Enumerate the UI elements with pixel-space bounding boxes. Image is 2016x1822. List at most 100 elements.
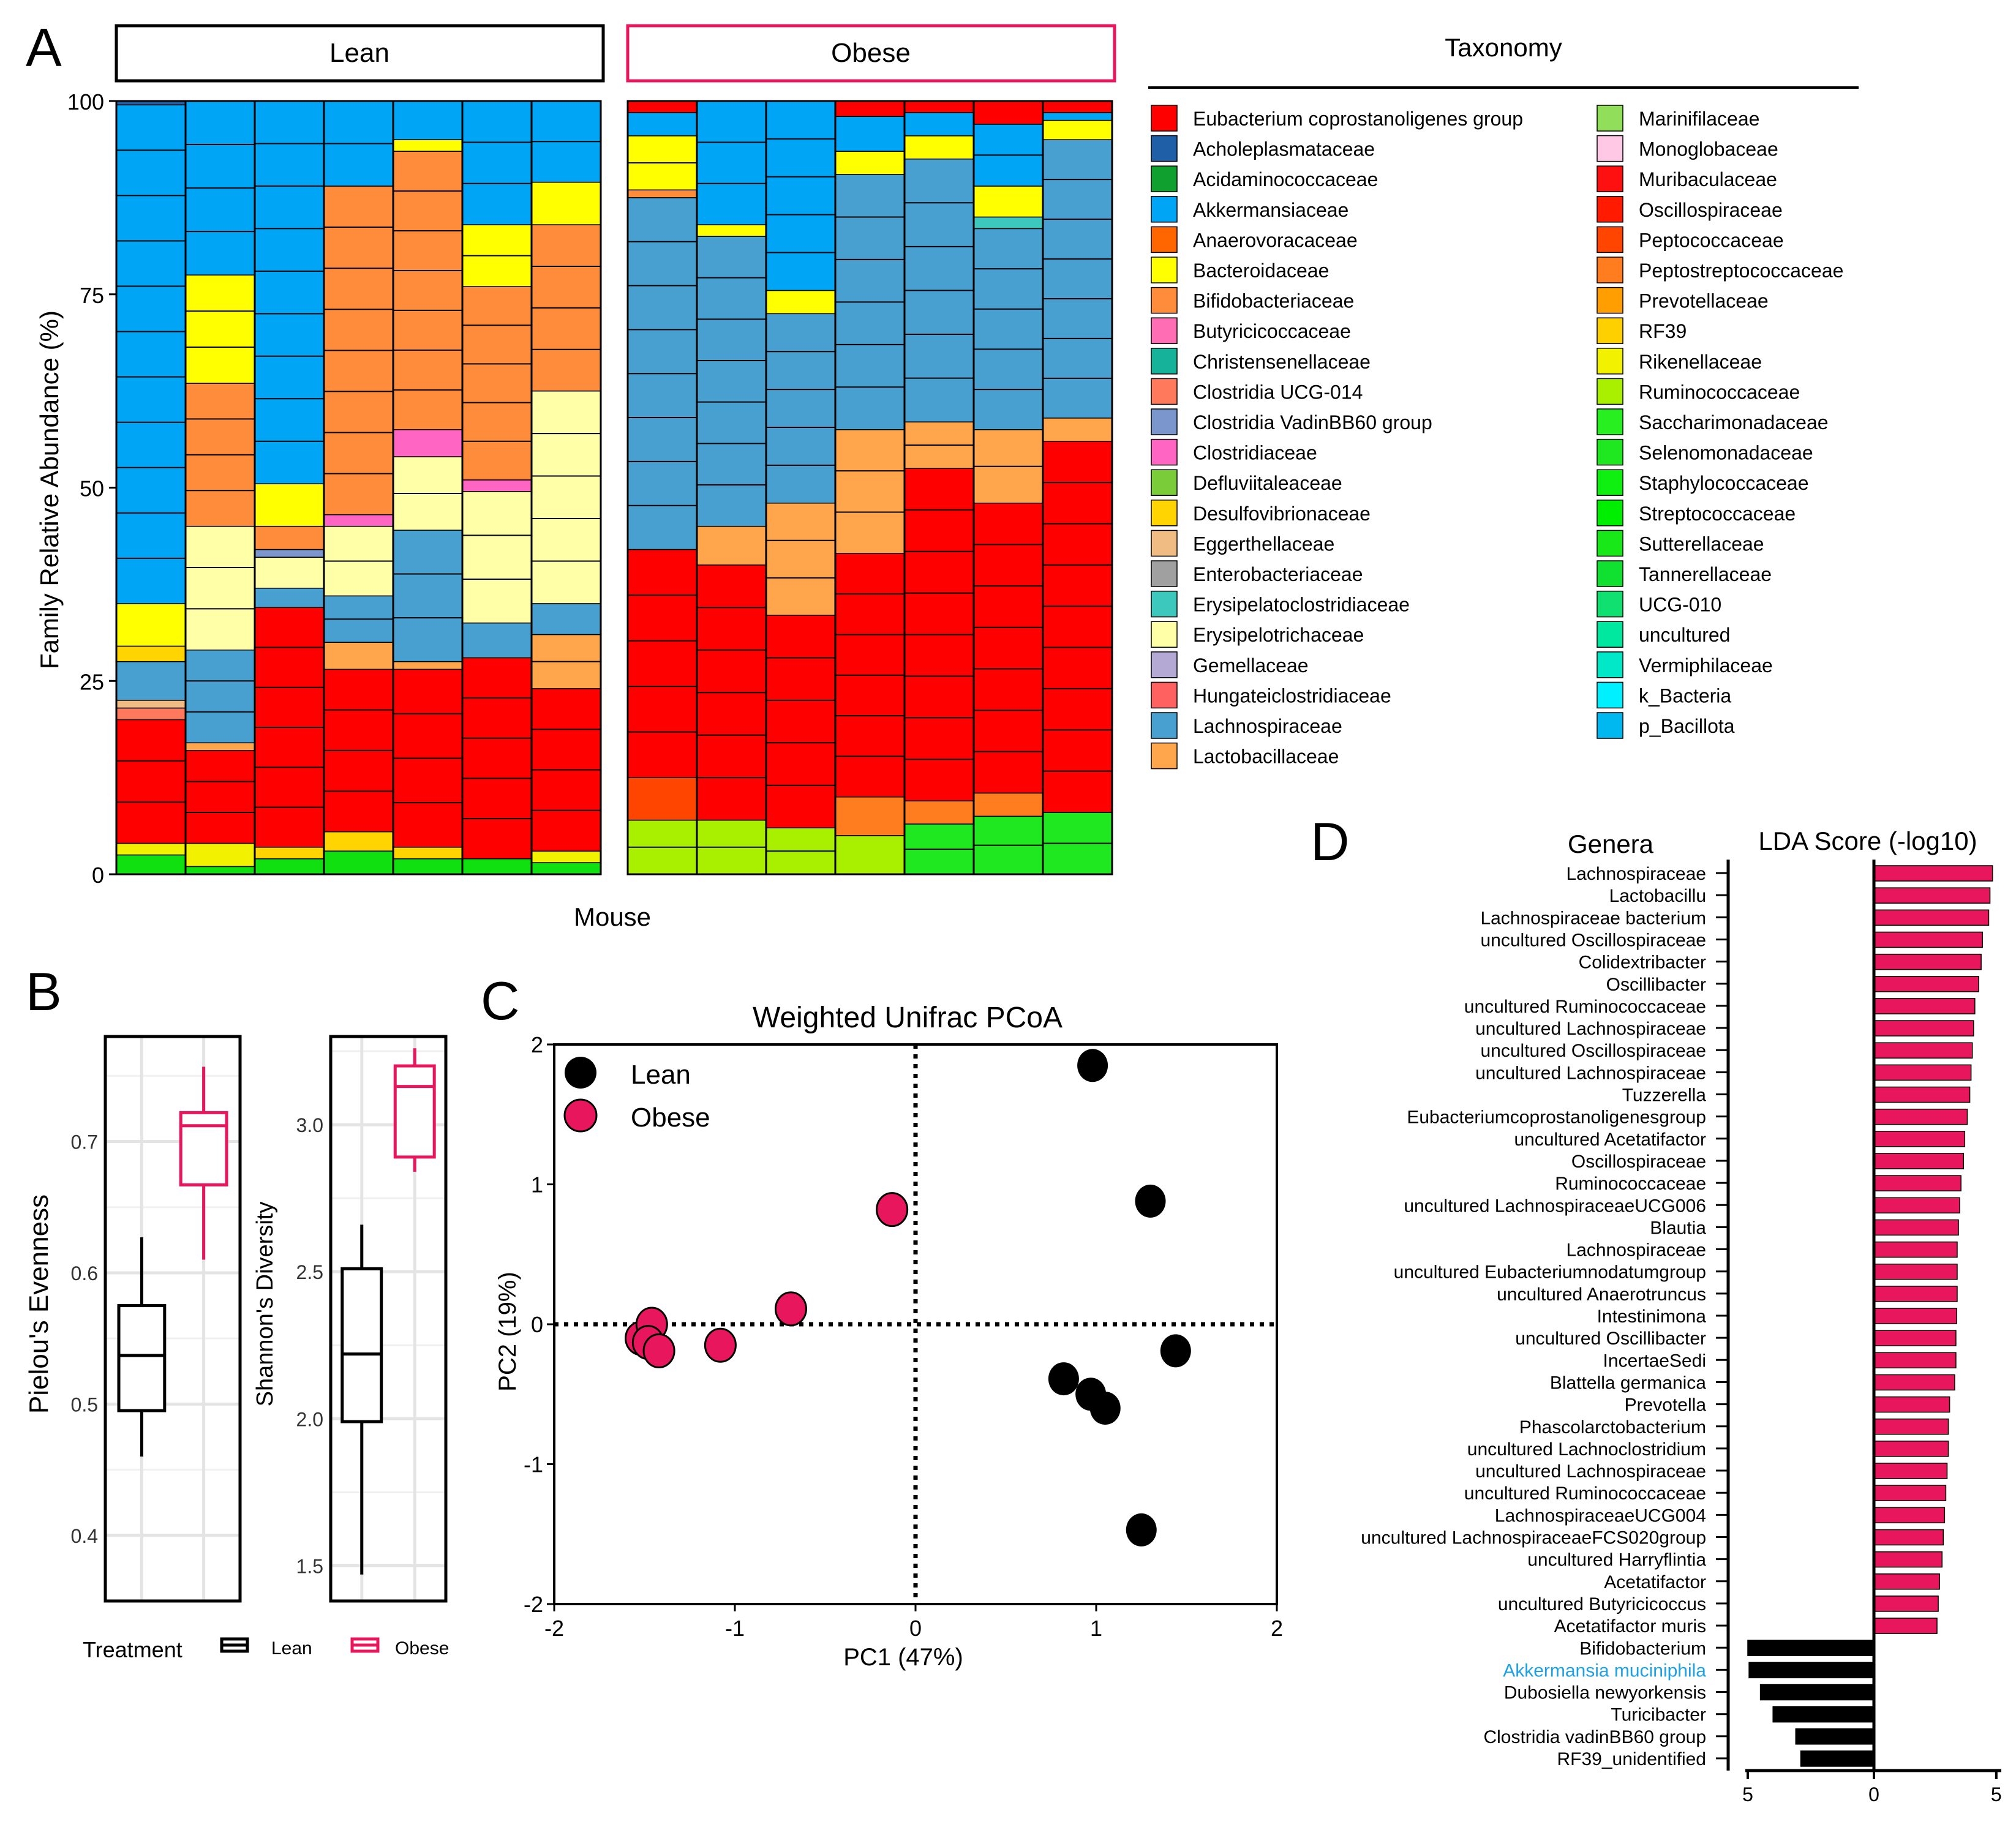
genus-label: uncultured Ruminococcaceae	[1464, 1483, 1706, 1504]
genus-label: Eubacteriumcoprostanoligenesgroup	[1407, 1108, 1706, 1128]
legend-swatch	[1151, 135, 1178, 162]
y-tick-label: 0.5	[71, 1393, 98, 1415]
y-tick-label-c: 2	[531, 1032, 543, 1057]
y-tick-label-a: 50	[80, 476, 104, 501]
box-frame	[329, 1035, 448, 1603]
legend-swatch	[1151, 621, 1178, 648]
bar-segment	[835, 151, 905, 175]
legend-swatch	[1597, 287, 1623, 314]
bar-segment	[185, 649, 255, 744]
legend-swatch	[1151, 226, 1178, 253]
group-label-lean: Lean	[329, 38, 389, 68]
bar-segment	[185, 842, 255, 868]
legend-swatch	[1597, 317, 1623, 344]
legend-label: Peptococcaceae	[1639, 229, 1784, 251]
bar-segment	[765, 100, 836, 291]
bar-segment	[765, 290, 836, 315]
bar-segment	[254, 557, 325, 589]
lda-bar	[1873, 1396, 1950, 1413]
genus-label: uncultured LachnospiraceaeFCS020group	[1361, 1528, 1706, 1548]
bar-segment	[531, 390, 601, 604]
y-tick-label-a: 25	[80, 669, 104, 694]
box-lean	[117, 1304, 167, 1412]
box-frame	[103, 1035, 242, 1603]
lda-bar	[1873, 1241, 1958, 1258]
genus-label: uncultured Oscillibacter	[1515, 1329, 1706, 1349]
lda-bar	[1873, 1595, 1939, 1612]
genus-label: Phascolarctobacterium	[1519, 1417, 1706, 1438]
lda-bar	[1873, 1308, 1957, 1324]
legend-label: Lachnospiraceae	[1193, 715, 1342, 737]
x-tick-label-d: 5	[1991, 1783, 2002, 1805]
bar-segment	[627, 100, 698, 113]
point-lean	[1126, 1513, 1157, 1546]
genus-label: Lactobacillu	[1609, 886, 1706, 906]
bar-segment	[393, 151, 463, 430]
legend-label: k_Bacteria	[1639, 684, 1731, 707]
lda-bar	[1873, 931, 1983, 948]
lda-bar	[1772, 1706, 1875, 1723]
bar-segment	[696, 224, 767, 237]
box-lean	[340, 1267, 383, 1423]
bar-segment	[185, 866, 255, 875]
lda-bar	[1873, 1330, 1957, 1346]
legend-label: Clostridia VadinBB60 group	[1193, 411, 1432, 433]
group-box-obese	[626, 24, 1116, 83]
lda-bar	[1873, 998, 1976, 1014]
genus-label: Clostridia vadinBB60 group	[1483, 1727, 1706, 1747]
y-tick-label-c: -2	[524, 1592, 543, 1617]
legend-label: RF39	[1639, 320, 1687, 342]
point-lean	[1077, 1049, 1108, 1082]
y-tick-label-c: -1	[524, 1452, 543, 1477]
bar-segment	[462, 858, 532, 875]
legend-swatch	[1597, 530, 1623, 557]
lda-bar	[1873, 1352, 1957, 1369]
scatter-c: -2 -1 0 1 2 -2 -1 0 1 2	[524, 1032, 1283, 1641]
legend-title-b: Treatment	[83, 1637, 182, 1662]
legend-label: Tannerellaceae	[1639, 563, 1772, 585]
genus-label: uncultured Oscillospiraceae	[1480, 930, 1706, 950]
legend-label: Defluviitaleaceae	[1193, 472, 1342, 494]
bar-segment	[627, 777, 698, 821]
legend-label: Selenomonadaceae	[1639, 442, 1813, 464]
bar-segment	[323, 831, 394, 852]
legend-swatch	[1151, 651, 1178, 678]
legend-label: Erysipelatoclostridiaceae	[1193, 594, 1410, 616]
point-obese	[774, 1291, 807, 1327]
legend-swatch	[1151, 742, 1178, 770]
bar-segment	[393, 530, 463, 662]
y-tick-label: 0.6	[71, 1262, 98, 1284]
bar-segment	[462, 100, 532, 225]
bar-segment	[696, 100, 767, 225]
legend-swatch	[1151, 530, 1178, 557]
bar-segment	[462, 657, 532, 860]
legend-label: Eubacterium coprostanoligenes group	[1193, 108, 1523, 130]
legend-swatch	[1151, 165, 1178, 192]
bar-segment	[696, 525, 767, 566]
legend-label-lean: Lean	[271, 1638, 312, 1659]
bar-segment	[254, 100, 325, 484]
genus-label: Acetatifactor muris	[1554, 1616, 1706, 1636]
legend-label-obese: Obese	[395, 1638, 449, 1659]
lda-bar	[1747, 1640, 1875, 1656]
panel-letter-c: C	[481, 970, 520, 1031]
lda-bar	[1873, 976, 1979, 992]
legend-label: Butyricicoccaceae	[1193, 320, 1351, 342]
bar-segment	[254, 587, 325, 609]
legend-swatch	[1597, 165, 1623, 192]
bar-segment	[116, 603, 186, 647]
bar-segment	[393, 429, 463, 457]
genus-label: Lachnospiraceae	[1566, 1240, 1706, 1261]
genus-label: Oscillospiraceae	[1571, 1152, 1706, 1172]
legend-swatch	[1597, 651, 1623, 678]
genus-label: uncultured Oscillospiraceae	[1480, 1041, 1706, 1061]
legend-swatch	[1597, 257, 1623, 283]
point-obese	[642, 1333, 675, 1368]
legend-swatch	[1597, 105, 1623, 132]
lda-bar	[1873, 1020, 1974, 1037]
bar-segment	[393, 139, 463, 152]
lda-bar	[1873, 1263, 1958, 1280]
genus-label: uncultured Lachnoclostridium	[1467, 1439, 1706, 1460]
bar-segment	[1042, 139, 1113, 419]
box-obese	[393, 1064, 436, 1159]
